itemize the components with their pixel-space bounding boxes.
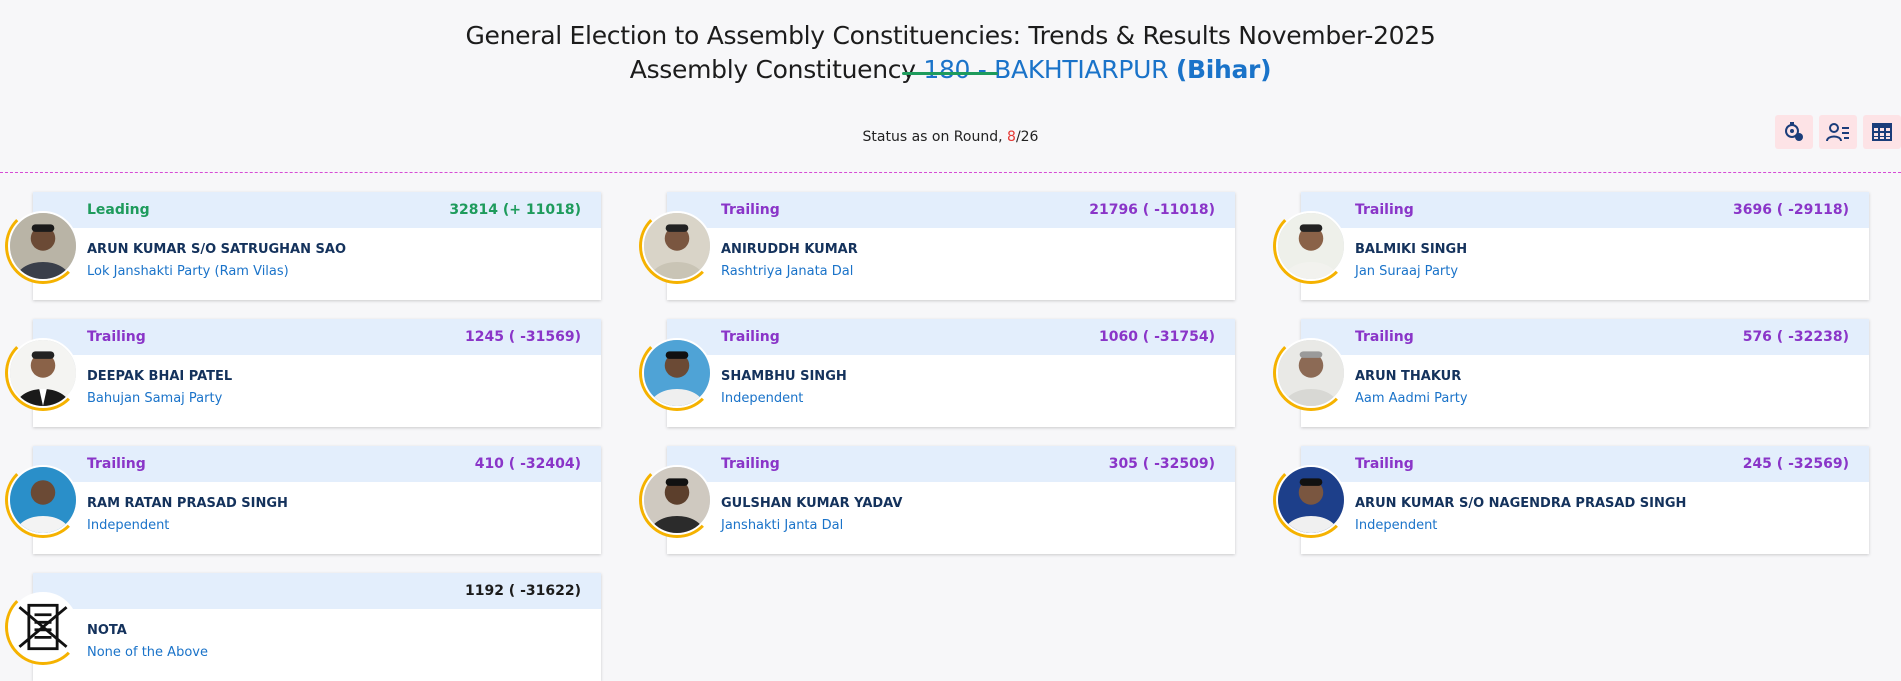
candidate-photo-icon [1278, 340, 1344, 406]
candidate-card[interactable]: Trailing 3696 ( -29118) BALMIKI SINGH Ja… [1268, 192, 1869, 300]
candidate-photo-icon [10, 213, 76, 279]
avatar [642, 465, 712, 535]
candidate-status: Trailing [721, 329, 780, 345]
candidate-card[interactable]: Trailing 410 ( -32404) RAM RATAN PRASAD … [0, 446, 601, 554]
table-view-button[interactable] [1863, 115, 1901, 149]
avatar-ring [1273, 208, 1349, 284]
avatar [642, 338, 712, 408]
round-status: Status as on Round, 8/26 [0, 129, 1901, 145]
constituency-title: Assembly Constituency 180 - BAKHTIARPUR … [0, 54, 1901, 86]
candidate-party: Rashtriya Janata Dal [721, 264, 854, 279]
avatar-ring [5, 462, 81, 538]
candidate-status: Trailing [1355, 329, 1414, 345]
nota-card[interactable]: 1192 ( -31622) NOTA None of the Above [0, 573, 601, 681]
candidate-votes: 32814 (+ 11018) [449, 202, 581, 218]
avatar [1276, 465, 1346, 535]
total-rounds: /26 [1015, 129, 1039, 145]
round-wise-button[interactable] [1775, 115, 1813, 149]
candidate-name: ARUN KUMAR S/O NAGENDRA PRASAD SINGH [1355, 496, 1687, 511]
candidate-card[interactable]: Trailing 576 ( -32238) ARUN THAKUR Aam A… [1268, 319, 1869, 427]
candidate-status: Trailing [1355, 456, 1414, 472]
candidate-name: RAM RATAN PRASAD SINGH [87, 496, 288, 511]
candidate-votes: 576 ( -32238) [1742, 329, 1849, 345]
candidate-votes: 3696 ( -29118) [1732, 202, 1849, 218]
candidate-card[interactable]: Trailing 305 ( -32509) GULSHAN KUMAR YAD… [634, 446, 1235, 554]
candidate-list-icon [1826, 123, 1849, 142]
candidate-status: Trailing [87, 329, 146, 345]
avatar [8, 338, 78, 408]
avatar-ring [5, 335, 81, 411]
constituency-name: 180 - BAKHTIARPUR [923, 55, 1169, 84]
candidate-name: SHAMBHU SINGH [721, 369, 847, 384]
candidate-card[interactable]: Trailing 21796 ( -11018) ANIRUDDH KUMAR … [634, 192, 1235, 300]
avatar [1276, 211, 1346, 281]
candidate-status: Trailing [1355, 202, 1414, 218]
candidate-status: Trailing [721, 456, 780, 472]
candidate-photo-icon [10, 467, 76, 533]
candidate-party: Janshakti Janta Dal [721, 518, 844, 533]
election-title: General Election to Assembly Constituenc… [465, 21, 1436, 50]
avatar [642, 211, 712, 281]
avatar-ring [639, 335, 715, 411]
candidate-status: Trailing [87, 456, 146, 472]
candidate-party: Independent [87, 518, 170, 533]
view-toolbar [1775, 115, 1901, 149]
round-wise-icon [1785, 122, 1803, 141]
candidate-party: Jan Suraaj Party [1355, 264, 1459, 279]
page-header: General Election to Assembly Constituenc… [0, 20, 1901, 86]
candidate-name: DEEPAK BHAI PATEL [87, 369, 233, 384]
avatar-ring [639, 208, 715, 284]
candidate-status: Trailing [721, 202, 780, 218]
nota-icon [10, 594, 76, 660]
candidate-party: Independent [721, 391, 804, 406]
avatar-ring [1273, 462, 1349, 538]
avatar [8, 211, 78, 281]
candidate-votes: 305 ( -32509) [1108, 456, 1215, 472]
candidate-photo-icon [1278, 213, 1344, 279]
candidate-votes: 1245 ( -31569) [464, 329, 581, 345]
candidate-name: NOTA [87, 623, 127, 638]
current-round: 8 [1007, 129, 1016, 145]
candidate-name: ANIRUDDH KUMAR [721, 242, 858, 257]
candidate-photo-icon [10, 340, 76, 406]
candidate-name: BALMIKI SINGH [1355, 242, 1468, 257]
candidate-photo-icon [644, 467, 710, 533]
candidate-photo-icon [1278, 467, 1344, 533]
candidate-party: Lok Janshakti Party (Ram Vilas) [87, 264, 289, 279]
candidate-votes: 21796 ( -11018) [1089, 202, 1215, 218]
candidate-votes: 410 ( -32404) [474, 456, 581, 472]
candidate-list-button[interactable] [1819, 115, 1857, 149]
candidate-photo-icon [644, 340, 710, 406]
candidate-name: ARUN THAKUR [1355, 369, 1462, 384]
candidate-party: Aam Aadmi Party [1355, 391, 1468, 406]
candidate-photo-icon [644, 213, 710, 279]
avatar [8, 465, 78, 535]
avatar [8, 592, 78, 662]
section-divider [0, 172, 1901, 173]
title-underline [902, 72, 998, 75]
candidate-votes: 1192 ( -31622) [464, 583, 581, 599]
avatar-ring [639, 462, 715, 538]
candidate-name: ARUN KUMAR S/O SATRUGHAN SAO [87, 242, 346, 257]
avatar-ring [1273, 335, 1349, 411]
avatar [1276, 338, 1346, 408]
candidate-name: GULSHAN KUMAR YADAV [721, 496, 903, 511]
candidate-votes: 245 ( -32569) [1742, 456, 1849, 472]
candidate-card[interactable]: Trailing 1060 ( -31754) SHAMBHU SINGH In… [634, 319, 1235, 427]
candidate-party: None of the Above [87, 645, 208, 660]
candidate-card[interactable]: Leading 32814 (+ 11018) ARUN KUMAR S/O S… [0, 192, 601, 300]
candidate-party: Bahujan Samaj Party [87, 391, 223, 406]
state-name: (Bihar) [1175, 55, 1272, 84]
candidate-party: Independent [1355, 518, 1438, 533]
candidate-status: Leading [87, 202, 150, 218]
candidate-card[interactable]: Trailing 1245 ( -31569) DEEPAK BHAI PATE… [0, 319, 601, 427]
table-view-icon [1872, 123, 1892, 141]
status-prefix: Status as on Round, [862, 129, 1008, 145]
avatar-ring [5, 589, 81, 665]
candidate-card[interactable]: Trailing 245 ( -32569) ARUN KUMAR S/O NA… [1268, 446, 1869, 554]
candidate-votes: 1060 ( -31754) [1098, 329, 1215, 345]
avatar-ring [5, 208, 81, 284]
constituency-prefix: Assembly Constituency [629, 55, 924, 84]
